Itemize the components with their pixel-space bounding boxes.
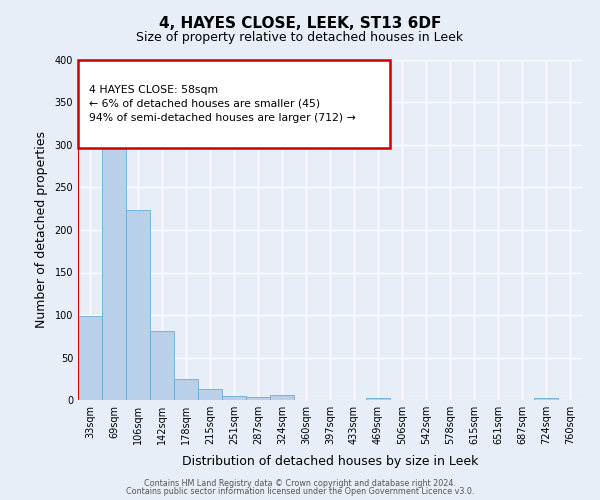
Text: Size of property relative to detached houses in Leek: Size of property relative to detached ho… <box>136 31 464 44</box>
Bar <box>126 210 150 400</box>
Text: 4 HAYES CLOSE: 58sqm
← 6% of detached houses are smaller (45)
94% of semi-detach: 4 HAYES CLOSE: 58sqm ← 6% of detached ho… <box>89 84 356 124</box>
Text: Contains HM Land Registry data © Crown copyright and database right 2024.: Contains HM Land Registry data © Crown c… <box>144 478 456 488</box>
Bar <box>102 135 126 400</box>
Bar <box>198 389 222 400</box>
Bar <box>150 331 174 400</box>
Bar <box>270 395 294 400</box>
Text: Contains public sector information licensed under the Open Government Licence v3: Contains public sector information licen… <box>126 487 474 496</box>
Bar <box>366 398 390 400</box>
Bar <box>246 396 270 400</box>
X-axis label: Distribution of detached houses by size in Leek: Distribution of detached houses by size … <box>182 456 478 468</box>
Bar <box>174 379 198 400</box>
Bar <box>534 398 558 400</box>
Y-axis label: Number of detached properties: Number of detached properties <box>35 132 47 328</box>
Text: 4, HAYES CLOSE, LEEK, ST13 6DF: 4, HAYES CLOSE, LEEK, ST13 6DF <box>159 16 441 31</box>
Bar <box>78 316 102 400</box>
Bar <box>222 396 246 400</box>
